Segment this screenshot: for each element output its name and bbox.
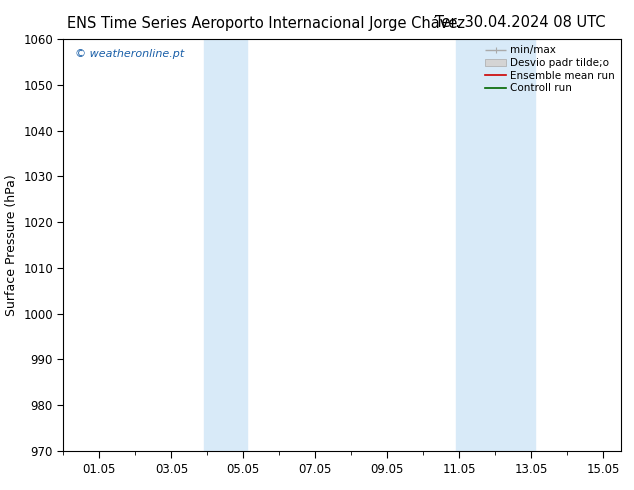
Text: Ter. 30.04.2024 08 UTC: Ter. 30.04.2024 08 UTC [435,15,605,30]
Text: ENS Time Series Aeroporto Internacional Jorge Chávez: ENS Time Series Aeroporto Internacional … [67,15,465,31]
Bar [456,39,535,451]
Legend: min/max, Desvio padr tilde;o, Ensemble mean run, Controll run: min/max, Desvio padr tilde;o, Ensemble m… [482,42,618,97]
Y-axis label: Surface Pressure (hPa): Surface Pressure (hPa) [4,174,18,316]
Bar [204,39,247,451]
Text: © weatheronline.pt: © weatheronline.pt [75,49,184,59]
